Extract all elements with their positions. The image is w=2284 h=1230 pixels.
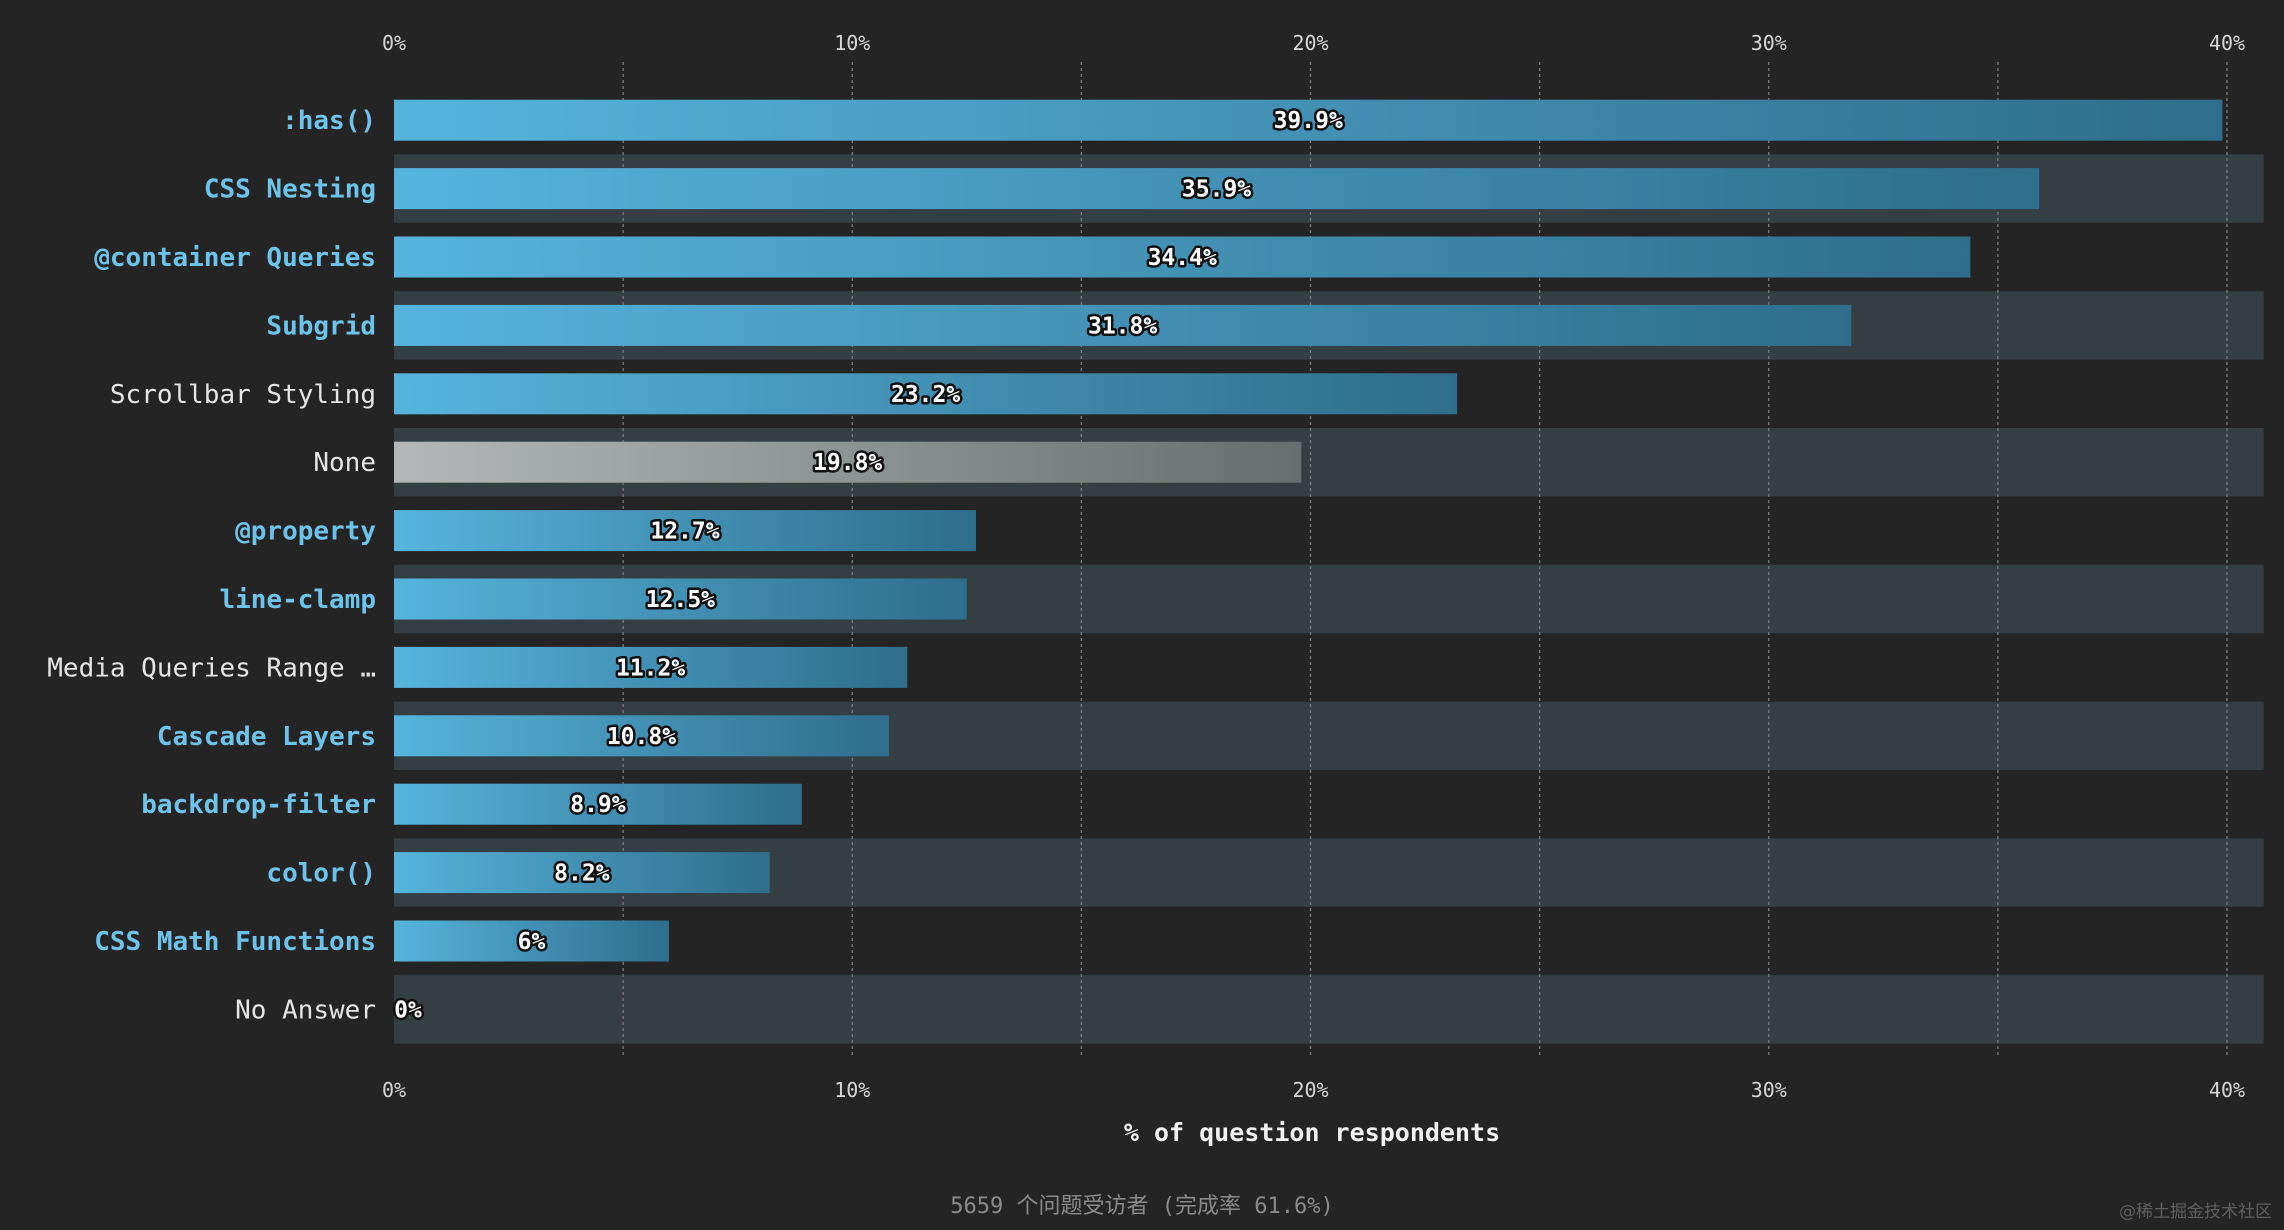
bar (394, 715, 889, 757)
bar-value-label: 35.9% (1182, 177, 1251, 203)
bar-value-label: 23.2% (891, 382, 960, 408)
x-tick-label-bottom: 20% (1292, 1078, 1328, 1102)
bar (394, 99, 2223, 141)
category-label: Cascade Layers (157, 722, 376, 752)
bar (394, 646, 908, 688)
bar-value-label: 11.2% (616, 655, 685, 681)
bar (394, 373, 1458, 415)
category-label: Subgrid (266, 311, 376, 341)
category-label: :has() (282, 106, 376, 136)
bar-value-label: 8.9% (570, 792, 626, 818)
x-axis-title: % of question respondents (1124, 1118, 1500, 1147)
bar (394, 441, 1302, 483)
bar-value-label: 12.7% (650, 519, 719, 545)
bar-value-label: 31.8% (1088, 313, 1157, 339)
x-tick-label-top: 10% (834, 31, 870, 55)
category-label: backdrop-filter (141, 790, 376, 820)
bar (394, 236, 1971, 278)
category-label: CSS Nesting (204, 175, 376, 205)
category-label: @container Queries (94, 243, 376, 273)
row-band (394, 975, 2264, 1044)
bar (394, 783, 802, 825)
bar (394, 304, 1852, 346)
bar (394, 920, 669, 962)
x-tick-label-bottom: 30% (1751, 1078, 1787, 1102)
bar-value-label: 10.8% (607, 724, 676, 750)
x-tick-label-top: 0% (382, 31, 406, 55)
bar-value-label: 34.4% (1148, 245, 1217, 271)
category-label: None (313, 448, 376, 478)
bar-value-label: 39.9% (1274, 108, 1343, 134)
x-tick-label-top: 20% (1292, 31, 1328, 55)
bar-value-label: 6% (518, 929, 546, 955)
x-tick-label-bottom: 0% (382, 1078, 406, 1102)
x-tick-label-bottom: 40% (2209, 1078, 2245, 1102)
category-label: Media Queries Range … (47, 653, 376, 683)
bar-value-label: 0% (394, 997, 422, 1023)
bar (394, 510, 976, 552)
category-label: Scrollbar Styling (110, 380, 376, 410)
bar-value-label: 8.2% (554, 861, 610, 887)
x-tick-label-top: 40% (2209, 31, 2245, 55)
bar (394, 578, 967, 620)
bar (394, 852, 770, 894)
category-label: No Answer (235, 995, 376, 1025)
bar-value-label: 19.8% (813, 450, 882, 476)
category-label: line-clamp (219, 585, 376, 615)
category-label: @property (235, 517, 376, 547)
x-tick-label-top: 30% (1751, 31, 1787, 55)
category-label: color() (266, 859, 376, 889)
x-tick-label-bottom: 10% (834, 1078, 870, 1102)
category-label: CSS Math Functions (94, 927, 376, 957)
respondent-count: 5659 个问题受访者 (完成率 61.6%) (950, 1194, 1334, 1219)
bar-value-label: 12.5% (646, 587, 715, 613)
watermark: @稀土掘金技术社区 (2119, 1202, 2272, 1222)
bar (394, 168, 2040, 210)
